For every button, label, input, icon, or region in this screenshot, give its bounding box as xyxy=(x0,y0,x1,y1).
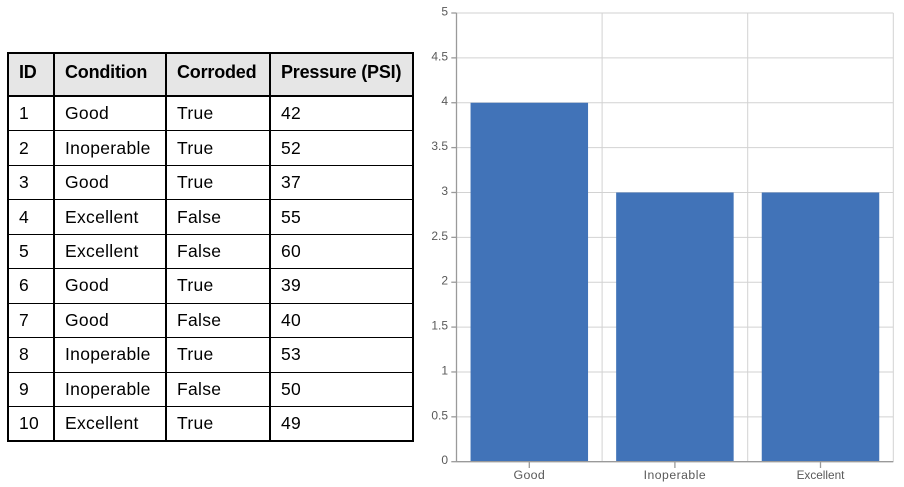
svg-text:Inoperable: Inoperable xyxy=(644,468,707,482)
svg-text:3: 3 xyxy=(441,184,448,198)
svg-text:0: 0 xyxy=(441,453,448,467)
svg-text:3.5: 3.5 xyxy=(431,139,448,153)
svg-text:5: 5 xyxy=(441,5,448,19)
svg-text:2: 2 xyxy=(441,274,448,288)
svg-text:1.5: 1.5 xyxy=(431,319,448,333)
svg-text:4: 4 xyxy=(441,94,448,108)
svg-text:Good: Good xyxy=(514,468,546,482)
svg-text:Excellent: Excellent xyxy=(797,468,846,482)
svg-text:4.5: 4.5 xyxy=(431,49,448,63)
svg-text:0.5: 0.5 xyxy=(431,408,448,422)
svg-text:1: 1 xyxy=(441,363,448,377)
svg-text:2.5: 2.5 xyxy=(431,229,448,243)
